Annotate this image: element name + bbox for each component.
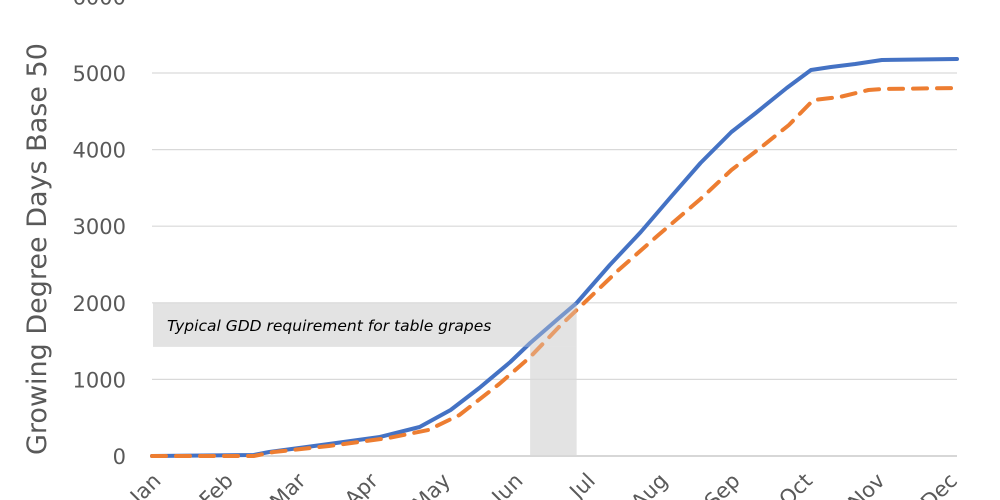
x-tick-label: Apr	[340, 468, 383, 500]
annotation-text: Typical GDD requirement for table grapes	[167, 317, 491, 335]
x-tick-label: Mar	[265, 468, 310, 500]
x-tick-label: Aug	[626, 469, 672, 500]
y-tick-label: 0	[113, 445, 126, 469]
x-tick-label: Nov	[844, 469, 890, 500]
y-tick-label: 4000	[73, 139, 126, 163]
series-line-dashed	[150, 86, 959, 458]
y-tick-label: 3000	[73, 215, 126, 239]
x-tick-label: Jun	[486, 469, 528, 500]
x-tick-label: Jul	[564, 469, 600, 500]
x-tick-label: Dec	[916, 469, 962, 500]
annotation-date-band	[530, 346, 577, 456]
annotation-label-box	[153, 302, 577, 347]
x-tick-label: May	[407, 469, 455, 500]
y-tick-label: 6000	[73, 0, 126, 9]
x-tick-labels: Jan Feb Mar Apr May Jun Jul Aug Sep Oct Nov Dec	[124, 468, 962, 500]
x-tick-label: Sep	[700, 469, 745, 500]
annotation-label-box	[153, 302, 577, 347]
y-tick-label: 1000	[73, 368, 126, 392]
x-tick-label: Feb	[195, 469, 238, 500]
series-group	[150, 57, 959, 458]
y-tick-label: 2000	[73, 292, 126, 316]
annotation-overlay	[153, 302, 577, 456]
y-tick-labels: 0 1000 2000 3000 4000 5000 6000	[73, 0, 126, 469]
series-line-solid	[150, 57, 959, 458]
annotation-group	[153, 302, 577, 456]
x-tick-label: Jan	[124, 469, 165, 500]
y-axis-label: Growing Degree Days Base 50	[22, 43, 53, 455]
annotation-date-band	[530, 346, 577, 456]
y-tick-label: 5000	[73, 62, 126, 86]
x-tick-label: Oct	[774, 469, 817, 500]
